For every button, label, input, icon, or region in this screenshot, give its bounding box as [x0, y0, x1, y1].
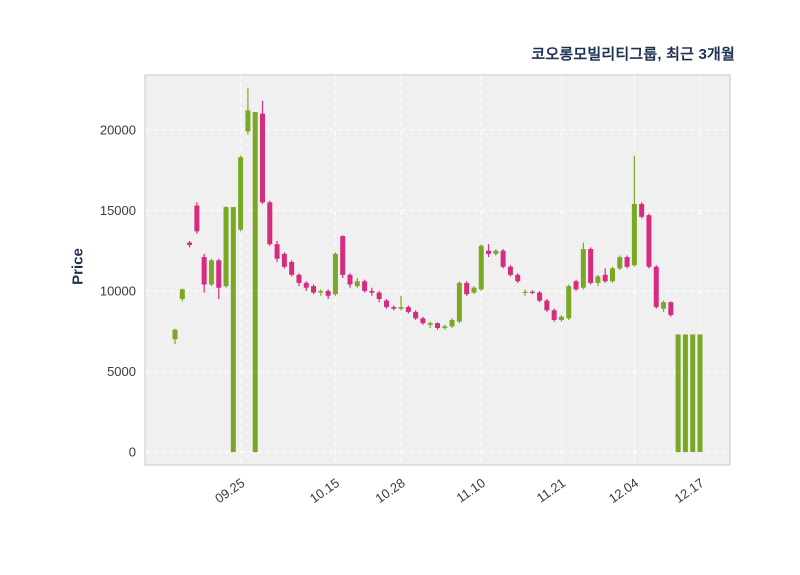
y-axis-label: Price [69, 248, 87, 285]
candle-body [435, 323, 440, 329]
candle-body [311, 286, 317, 293]
x-tick-label: 11.21 [534, 475, 568, 505]
candle-body [208, 260, 214, 285]
y-tick-label: 20000 [100, 122, 136, 137]
candle-body [464, 282, 470, 295]
x-tick-label: 10.28 [372, 475, 407, 506]
candle-body [449, 319, 455, 327]
candle-body [537, 292, 543, 301]
candle-body [281, 253, 287, 267]
candle-body [566, 286, 572, 319]
candle-body [398, 307, 404, 309]
x-tick-labels: 09.25 10.15 10.28 11.10 11.21 12.04 12.17 [212, 475, 707, 506]
x-tick-label: 09.25 [212, 475, 247, 506]
candle-body [238, 157, 244, 230]
x-tick-label: 11.10 [453, 475, 487, 505]
candle-body [529, 291, 535, 293]
candles [172, 87, 703, 453]
candle-body [544, 300, 550, 311]
candle-body [391, 307, 397, 309]
candle-body [486, 250, 492, 254]
candle-body [456, 282, 462, 322]
candle-body [580, 249, 586, 288]
candle-body [354, 281, 360, 287]
candle-body [617, 257, 623, 269]
candle-body [682, 334, 688, 453]
candle-body [347, 274, 353, 285]
candle-body [260, 113, 265, 203]
candle-body [376, 292, 382, 300]
candle-body [267, 202, 273, 245]
chart-title: 코오롱모빌리티그룹, 최근 3개월 [531, 46, 735, 63]
candle-body [289, 261, 295, 275]
candle-body [602, 274, 608, 282]
y-tick-label: 5000 [107, 364, 136, 379]
candle-body [653, 266, 659, 308]
candle-body [201, 257, 207, 285]
candle-body [187, 242, 193, 246]
candle-body [230, 207, 236, 453]
candle-body [500, 250, 506, 267]
candle-body [631, 203, 637, 266]
candle-body [588, 249, 594, 283]
x-tick-label: 12.04 [606, 475, 641, 506]
y-tick-label: 15000 [100, 203, 136, 218]
plot-area [145, 75, 730, 465]
candle-body [252, 112, 258, 453]
candle-body [383, 300, 389, 308]
y-tick-label: 0 [129, 445, 136, 460]
candle-body [610, 268, 615, 282]
candle-body [340, 236, 346, 275]
candle-body [558, 316, 564, 320]
candle-body [639, 203, 645, 217]
candle-body [595, 276, 601, 283]
candle-body [296, 274, 302, 283]
candle-body [661, 302, 667, 309]
candle-body [362, 281, 368, 291]
candle-body [194, 205, 200, 232]
candle-body [515, 274, 521, 282]
candle-body [325, 290, 331, 296]
candle-body [551, 310, 557, 320]
candle-body [522, 291, 528, 293]
candle-body [697, 334, 703, 453]
candle-body [690, 334, 696, 453]
candle-body [624, 257, 630, 267]
candle-body [179, 289, 185, 300]
candle-body [332, 253, 338, 295]
candle-body [493, 250, 499, 254]
candle-body [478, 245, 484, 290]
y-tick-labels: 0 5000 10000 15000 20000 [100, 122, 136, 459]
x-tick-label: 10.15 [307, 475, 342, 506]
candle-body [274, 244, 280, 259]
candle-body [471, 287, 477, 293]
candle-body [668, 302, 674, 316]
candle-body [442, 326, 448, 329]
candle-body [405, 307, 411, 312]
candle-body [369, 290, 375, 293]
candle-body [420, 318, 426, 324]
candle-body [573, 281, 579, 290]
candle-body [675, 334, 681, 453]
candle-body [245, 110, 251, 132]
x-tick-label: 12.17 [671, 475, 706, 506]
candle-body [216, 260, 222, 288]
candle-body [507, 266, 513, 275]
plot-border [144, 74, 731, 466]
y-tick-label: 10000 [100, 283, 136, 298]
candle-body [172, 329, 178, 340]
candle-body [646, 215, 652, 267]
candle-body [413, 311, 419, 319]
candle-body [318, 290, 324, 293]
candle-body [427, 323, 433, 325]
candle-body [303, 282, 309, 288]
candle-body [223, 207, 229, 287]
